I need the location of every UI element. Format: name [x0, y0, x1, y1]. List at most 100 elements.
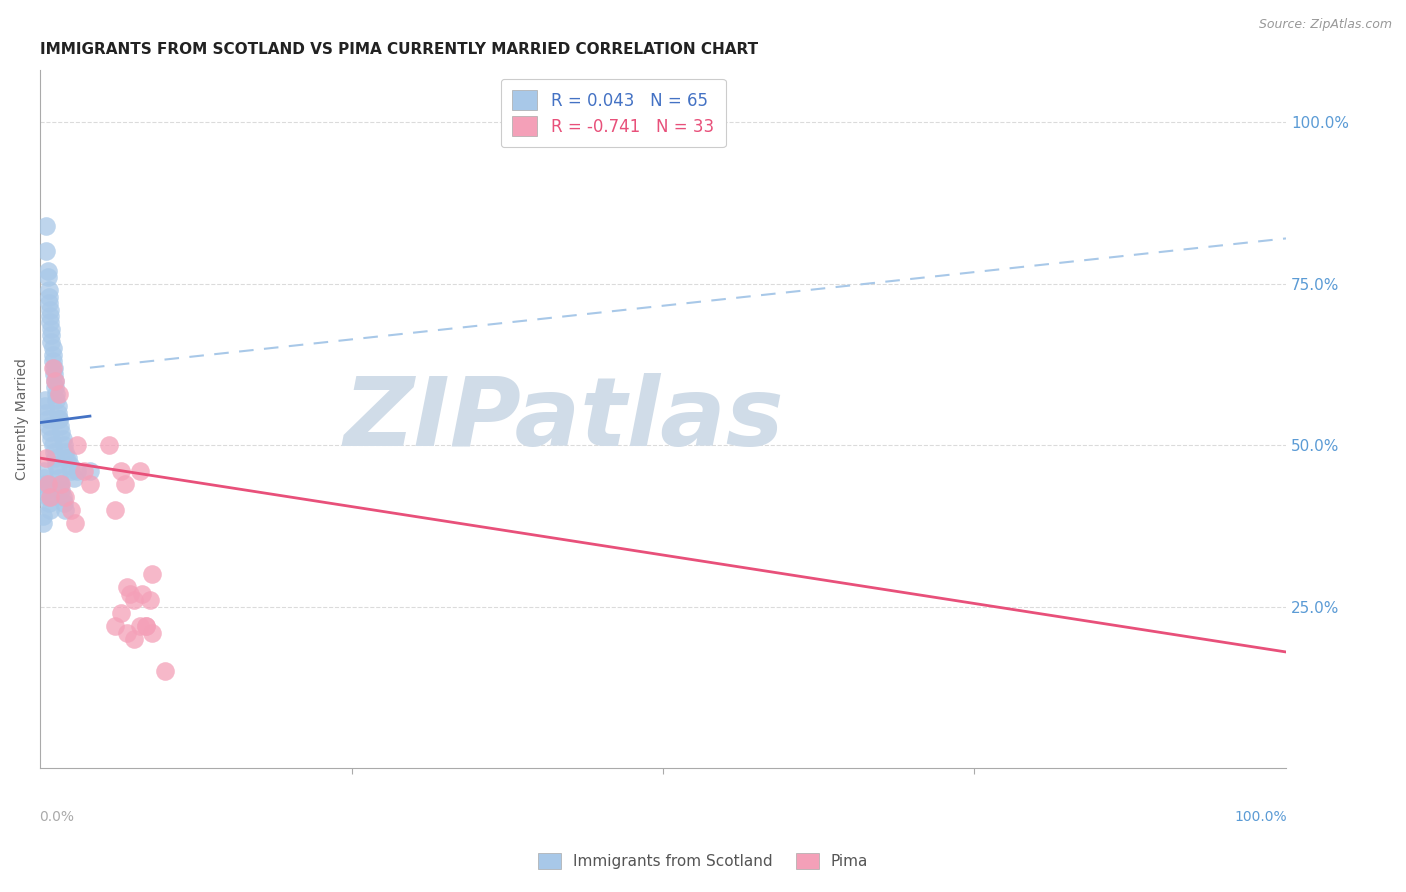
Point: [38, 296, 60, 310]
Point: [114, 477, 136, 491]
Text: IMMIGRANTS FROM SCOTLAND VS PIMA CURRENTLY MARRIED CORRELATION CHART: IMMIGRANTS FROM SCOTLAND VS PIMA CURRENT…: [41, 42, 758, 57]
Point: [104, 619, 127, 633]
Point: [141, 567, 163, 582]
Point: [46, 464, 69, 478]
Point: [63, 516, 86, 530]
Point: [39, 503, 62, 517]
Y-axis label: Currently Married: Currently Married: [15, 359, 30, 480]
Point: [38, 496, 60, 510]
Point: [62, 470, 84, 484]
Point: [79, 464, 101, 478]
Point: [51, 425, 73, 440]
Point: [37, 412, 59, 426]
Point: [34, 477, 56, 491]
Point: [41, 322, 63, 336]
Point: [31, 509, 53, 524]
Point: [73, 464, 96, 478]
Point: [38, 418, 60, 433]
Point: [51, 432, 73, 446]
Point: [35, 244, 58, 259]
Point: [39, 490, 62, 504]
Point: [48, 412, 70, 426]
Point: [66, 464, 89, 478]
Point: [141, 625, 163, 640]
Point: [41, 341, 63, 355]
Point: [48, 412, 70, 426]
Point: [66, 438, 89, 452]
Point: [35, 451, 58, 466]
Point: [37, 270, 59, 285]
Point: [37, 477, 59, 491]
Point: [37, 264, 59, 278]
Point: [44, 374, 66, 388]
Point: [41, 334, 63, 349]
Point: [60, 464, 83, 478]
Point: [153, 665, 176, 679]
Point: [60, 503, 83, 517]
Point: [122, 593, 145, 607]
Point: [131, 587, 153, 601]
Point: [37, 490, 59, 504]
Point: [55, 451, 77, 466]
Point: [41, 354, 63, 368]
Point: [41, 360, 63, 375]
Point: [104, 503, 127, 517]
Point: [53, 490, 76, 504]
Point: [34, 400, 56, 414]
Point: [97, 438, 120, 452]
Point: [110, 464, 132, 478]
Point: [135, 619, 157, 633]
Point: [38, 283, 60, 297]
Point: [35, 483, 58, 498]
Point: [128, 464, 150, 478]
Point: [49, 477, 72, 491]
Legend: Immigrants from Scotland, Pima: Immigrants from Scotland, Pima: [531, 847, 875, 875]
Point: [42, 367, 65, 381]
Text: Source: ZipAtlas.com: Source: ZipAtlas.com: [1258, 18, 1392, 31]
Point: [59, 458, 82, 472]
Point: [128, 619, 150, 633]
Point: [51, 477, 73, 491]
Point: [42, 444, 65, 458]
Point: [41, 432, 63, 446]
Point: [41, 328, 63, 343]
Point: [45, 458, 67, 472]
Point: [44, 374, 66, 388]
Point: [122, 632, 145, 646]
Point: [39, 315, 62, 329]
Point: [39, 309, 62, 323]
Point: [51, 490, 73, 504]
Text: 100.0%: 100.0%: [1234, 810, 1288, 824]
Point: [32, 470, 55, 484]
Point: [44, 451, 66, 466]
Point: [39, 302, 62, 317]
Text: 0.0%: 0.0%: [39, 810, 75, 824]
Point: [118, 587, 141, 601]
Point: [48, 386, 70, 401]
Point: [110, 606, 132, 620]
Point: [52, 438, 75, 452]
Point: [45, 386, 67, 401]
Point: [49, 418, 72, 433]
Point: [53, 503, 76, 517]
Point: [31, 516, 53, 530]
Point: [32, 464, 55, 478]
Point: [52, 496, 75, 510]
Point: [53, 444, 76, 458]
Point: [51, 483, 73, 498]
Point: [41, 438, 63, 452]
Legend: R = 0.043   N = 65, R = -0.741   N = 33: R = 0.043 N = 65, R = -0.741 N = 33: [501, 78, 725, 147]
Point: [79, 477, 101, 491]
Point: [139, 593, 162, 607]
Point: [46, 400, 69, 414]
Point: [117, 625, 139, 640]
Point: [46, 406, 69, 420]
Point: [41, 348, 63, 362]
Point: [56, 451, 79, 466]
Point: [44, 380, 66, 394]
Point: [35, 219, 58, 233]
Point: [35, 406, 58, 420]
Point: [39, 425, 62, 440]
Text: ZIPatlas: ZIPatlas: [343, 373, 783, 466]
Point: [34, 392, 56, 407]
